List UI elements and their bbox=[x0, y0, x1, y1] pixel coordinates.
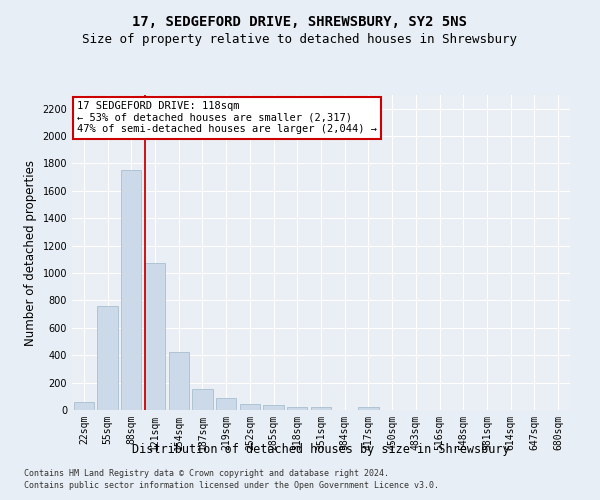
Text: 17 SEDGEFORD DRIVE: 118sqm
← 53% of detached houses are smaller (2,317)
47% of s: 17 SEDGEFORD DRIVE: 118sqm ← 53% of deta… bbox=[77, 102, 377, 134]
Bar bbox=[240, 404, 260, 410]
Bar bbox=[358, 408, 379, 410]
Bar bbox=[74, 402, 94, 410]
Bar bbox=[263, 404, 284, 410]
Text: Size of property relative to detached houses in Shrewsbury: Size of property relative to detached ho… bbox=[83, 32, 517, 46]
Y-axis label: Number of detached properties: Number of detached properties bbox=[24, 160, 37, 346]
Bar bbox=[121, 170, 142, 410]
Text: 17, SEDGEFORD DRIVE, SHREWSBURY, SY2 5NS: 17, SEDGEFORD DRIVE, SHREWSBURY, SY2 5NS bbox=[133, 15, 467, 29]
Bar bbox=[193, 389, 212, 410]
Text: Contains HM Land Registry data © Crown copyright and database right 2024.: Contains HM Land Registry data © Crown c… bbox=[24, 468, 389, 477]
Bar bbox=[311, 408, 331, 410]
Text: Distribution of detached houses by size in Shrewsbury: Distribution of detached houses by size … bbox=[132, 442, 510, 456]
Text: Contains public sector information licensed under the Open Government Licence v3: Contains public sector information licen… bbox=[24, 481, 439, 490]
Bar bbox=[287, 406, 307, 410]
Bar bbox=[97, 306, 118, 410]
Bar bbox=[145, 263, 165, 410]
Bar bbox=[169, 352, 189, 410]
Bar bbox=[216, 398, 236, 410]
